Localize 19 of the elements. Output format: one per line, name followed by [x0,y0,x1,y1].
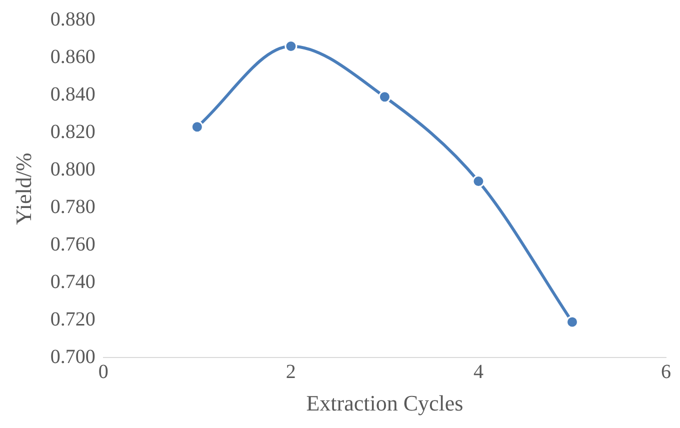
x-tick-label: 2 [286,360,296,383]
y-tick-label: 0.860 [50,46,96,68]
y-tick-label: 0.700 [50,346,96,368]
x-tick-label: 6 [661,360,671,383]
y-axis-title: Yield/% [10,152,36,225]
point [190,120,204,134]
y-tick-label: 0.840 [50,83,96,106]
x-axis-title: Extraction Cycles [306,390,464,416]
y-tick-label: 0.780 [50,196,96,218]
point [472,175,485,188]
x-tick-label: 0 [98,360,108,383]
y-tick-label: 0.800 [50,158,96,180]
y-tick-label: 0.720 [50,308,96,330]
y-tick-label: 0.740 [50,270,96,293]
x-tick-label: 4 [473,360,484,383]
y-tick-label: 0.820 [50,120,96,143]
y-tick-label: 0.760 [50,233,96,256]
point [378,90,391,104]
y-tick-label: 0.880 [50,8,96,30]
